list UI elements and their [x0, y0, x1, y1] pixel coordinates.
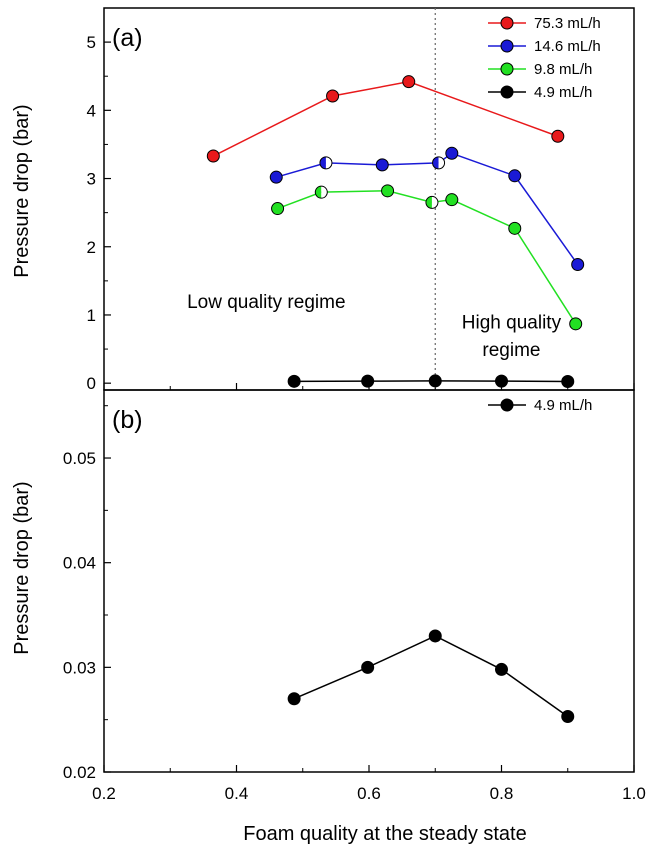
y-tick-label: 0.05: [63, 449, 96, 468]
data-point-half: [432, 156, 439, 169]
legend-marker: [500, 62, 514, 76]
data-point: [271, 202, 285, 216]
legend-marker: [500, 16, 514, 30]
data-point-half: [315, 186, 322, 199]
data-point: [314, 185, 328, 199]
y-axis-label: Pressure drop (bar): [11, 104, 33, 277]
data-point: [326, 89, 340, 103]
data-point: [402, 75, 416, 89]
x-tick-label: 0.2: [92, 784, 116, 803]
x-tick-label: 1.0: [622, 784, 646, 803]
legend-label: 4.9 mL/h: [534, 84, 592, 101]
x-axis-label: Foam quality at the steady state: [243, 823, 527, 845]
annotation-text: Low quality regime: [187, 292, 345, 313]
data-point-half: [325, 156, 332, 169]
shared-x-axis: 0.2 0.4 0.6 0.8 1.0: [92, 383, 646, 803]
panel-b-chart: 0.02 0.03 0.04 0.05 Pressure drop (bar) (b) 4.…: [11, 389, 635, 782]
y-tick-label: 0.02: [63, 763, 96, 782]
data-point: [445, 146, 459, 160]
legend-marker: [500, 398, 514, 412]
y-tick-label: 0.04: [63, 554, 96, 573]
x-tick-label: 0.8: [490, 784, 514, 803]
data-point: [551, 129, 565, 143]
data-point: [561, 374, 575, 388]
data-point: [428, 374, 442, 388]
y-tick-label: 1: [87, 306, 96, 325]
legend-label: 9.8 mL/h: [534, 61, 592, 78]
data-point: [206, 149, 220, 163]
data-point-half: [438, 156, 445, 169]
panel-a-chart: 0 1 2 3 4 5 Pressure drop (bar) (a) Low quality …: [11, 7, 635, 393]
x-tick-label: 0.4: [225, 784, 249, 803]
y-tick-label: 3: [87, 170, 96, 189]
data-point: [361, 660, 375, 674]
data-point-half: [425, 196, 432, 209]
data-point: [269, 170, 283, 184]
legend-label: 75.3 mL/h: [534, 15, 601, 32]
data-point-half: [319, 156, 326, 169]
y-axis-label: Pressure drop (bar): [11, 481, 33, 654]
data-point: [571, 257, 585, 271]
data-point: [287, 692, 301, 706]
annotation-text: regime: [482, 340, 540, 361]
panel-label: (a): [112, 24, 143, 52]
legend-marker: [500, 85, 514, 99]
data-point: [445, 193, 459, 207]
y-tick-label: 4: [87, 101, 96, 120]
data-point: [569, 317, 583, 331]
series-line-black: [293, 635, 569, 718]
data-point: [508, 221, 522, 235]
series-line-blue: [276, 152, 579, 265]
data-point: [508, 169, 522, 183]
data-point: [361, 374, 375, 388]
x-tick-label: 0.6: [357, 784, 381, 803]
data-point-half: [431, 196, 438, 209]
data-point: [495, 662, 508, 676]
legend-label: 4.9 mL/h: [534, 397, 592, 414]
legend-label: 14.6 mL/h: [534, 38, 601, 55]
data-point: [381, 184, 395, 198]
data-point: [428, 629, 442, 643]
data-point: [287, 374, 301, 388]
series-line-red: [212, 80, 559, 157]
y-tick-label: 0: [87, 374, 96, 393]
annotation-text: High quality: [462, 313, 562, 334]
y-tick-label: 2: [87, 238, 96, 257]
y-tick-label: 0.03: [63, 658, 96, 677]
data-point: [432, 156, 446, 170]
data-point-half: [321, 186, 328, 199]
data-point: [425, 195, 439, 209]
y-tick-label: 5: [87, 33, 96, 52]
data-point: [375, 158, 389, 172]
plot-frame: [103, 389, 635, 773]
panel-label: (b): [112, 406, 143, 434]
data-point: [319, 156, 333, 170]
legend-marker: [500, 39, 514, 53]
data-point: [561, 710, 575, 724]
